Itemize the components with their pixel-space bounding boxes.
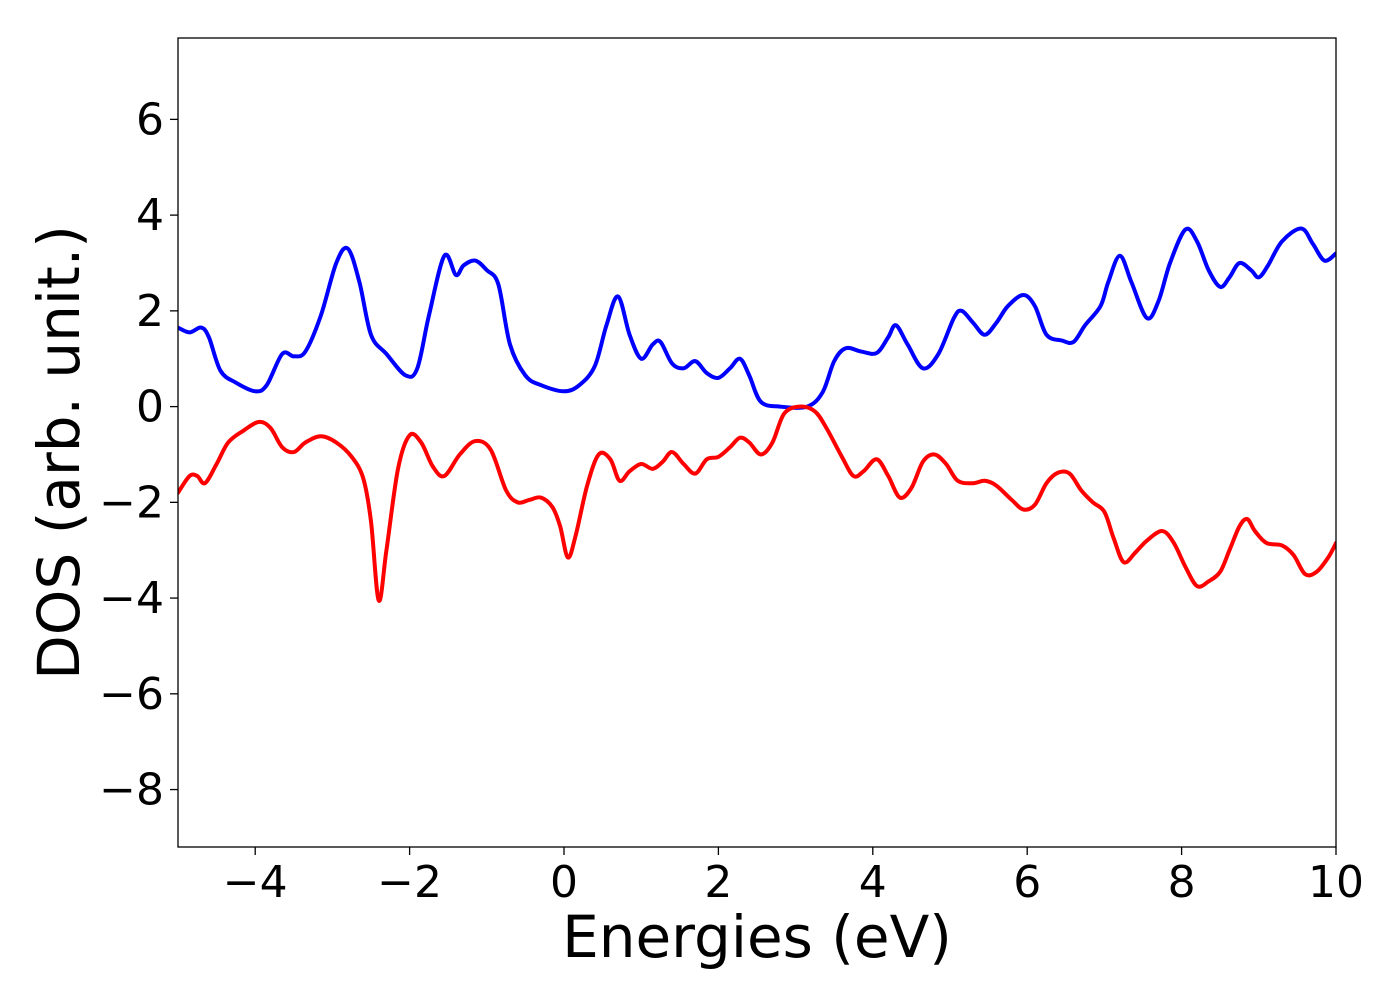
y-tick-label: 0 — [136, 382, 164, 433]
plot-frame — [177, 37, 1337, 848]
y-tick-label: −8 — [99, 765, 164, 816]
x-tick-label: −2 — [377, 857, 442, 908]
x-tick-label: 6 — [1013, 857, 1041, 908]
series-layer — [178, 226, 1336, 603]
blue-dos-line — [178, 226, 1336, 410]
x-tick-label: 10 — [1308, 857, 1364, 908]
ticks-layer: −4 −2 0 2 4 6 8 10 −8 −6 −4 −2 0 2 4 6 — [99, 94, 1364, 908]
y-tick-label: −4 — [99, 573, 164, 624]
y-tick-label: −2 — [99, 477, 164, 528]
y-axis-label: DOS (arb. unit.) — [25, 225, 93, 680]
x-tick-label: −4 — [223, 857, 288, 908]
x-tick-label: 2 — [704, 857, 732, 908]
y-tick-label: 6 — [136, 94, 164, 145]
x-axis-label: Energies (eV) — [562, 903, 952, 971]
y-tick-label: 4 — [136, 190, 164, 241]
x-tick-label: 4 — [859, 857, 887, 908]
red-dos-line — [178, 404, 1336, 603]
y-tick-label: −6 — [99, 669, 164, 720]
x-tick-label: 8 — [1168, 857, 1196, 908]
x-tick-label: 0 — [550, 857, 578, 908]
y-tick-label: 2 — [136, 286, 164, 337]
